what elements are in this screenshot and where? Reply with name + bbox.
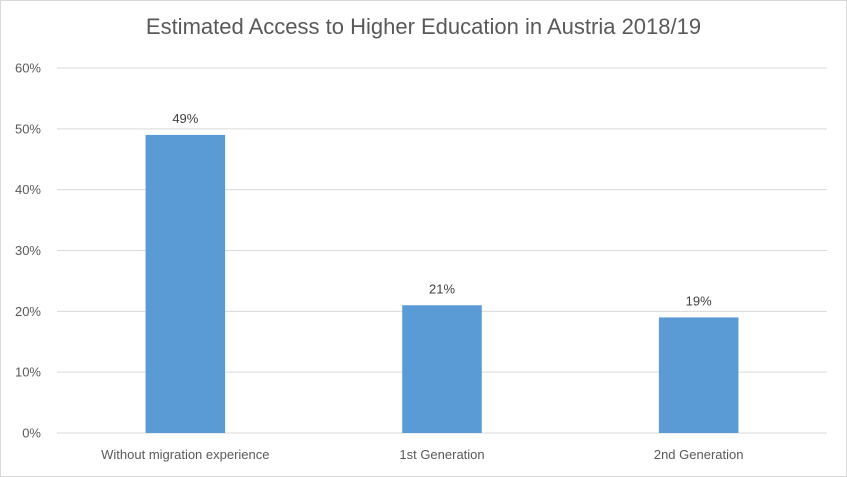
bars — [145, 134, 739, 433]
chart-title: Estimated Access to Higher Education in … — [145, 14, 702, 39]
data-label: 19% — [686, 293, 712, 308]
y-tick-label: 0% — [22, 426, 41, 441]
bar — [658, 317, 739, 433]
x-tick-label: 1st Generation — [399, 447, 484, 462]
data-labels: 49% 21% 19% — [172, 111, 712, 308]
bar — [145, 134, 226, 433]
data-label: 49% — [172, 111, 198, 126]
y-tick-label: 30% — [15, 243, 41, 258]
bar — [402, 305, 482, 433]
x-tick-label: Without migration experience — [101, 447, 269, 462]
y-axis-tick-labels: 0% 10% 20% 30% 40% 50% 60% — [15, 61, 41, 441]
y-tick-label: 10% — [15, 365, 41, 380]
data-label: 21% — [429, 281, 455, 296]
x-tick-label: 2nd Generation — [654, 447, 744, 462]
y-tick-label: 60% — [15, 61, 41, 76]
y-tick-label: 40% — [15, 182, 41, 197]
y-tick-label: 20% — [15, 304, 41, 319]
x-axis-tick-labels: Without migration experience 1st Generati… — [101, 447, 743, 462]
y-tick-label: 50% — [15, 121, 41, 136]
